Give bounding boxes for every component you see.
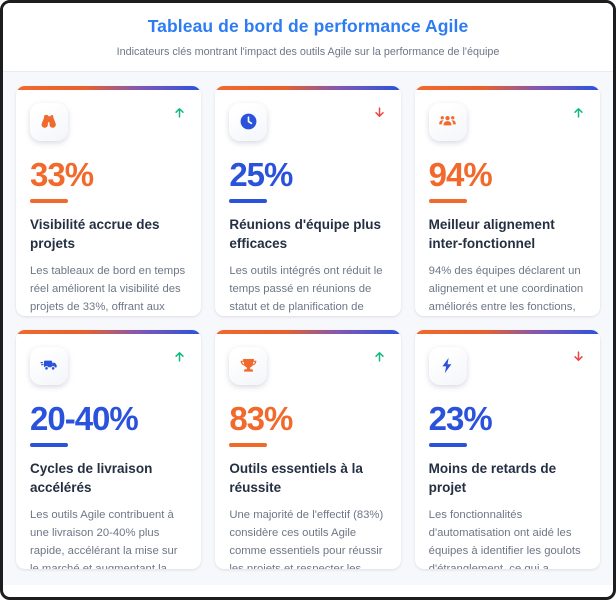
stat-value: 20-40% xyxy=(30,399,139,437)
card-description: Les fonctionnalités d'automatisation ont… xyxy=(428,508,581,569)
card-accent-bar xyxy=(414,85,600,90)
card-title: Visibilité accrue des projets xyxy=(30,216,160,251)
dashboard-header: Tableau de bord de performance Agile Ind… xyxy=(3,3,613,72)
card-title: Meilleur alignement inter-fonctionnel xyxy=(428,216,555,251)
page-title: Tableau de bord de performance Agile xyxy=(147,16,469,36)
stat-underline xyxy=(30,198,68,203)
trend-up-icon xyxy=(372,349,387,364)
card-description: Les outils Agile contribuent à une livra… xyxy=(30,508,178,569)
trend-up-icon xyxy=(571,105,586,120)
clock-icon xyxy=(229,102,268,141)
truck-icon xyxy=(30,346,68,385)
card-title: Moins de retards de projet xyxy=(428,460,557,495)
metric-card-delays: 23% Moins de retards de projet Les fonct… xyxy=(414,329,600,569)
card-accent-bar xyxy=(16,329,202,334)
card-title: Réunions d'équipe plus efficaces xyxy=(229,216,382,251)
stat-underline xyxy=(428,442,467,447)
trend-up-icon xyxy=(172,349,187,364)
metrics-grid: 33% Visibilité accrue des projets Les ta… xyxy=(3,71,613,585)
card-title: Outils essentiels à la réussite xyxy=(229,460,363,495)
card-accent-bar xyxy=(215,329,401,334)
stat-underline xyxy=(428,198,467,203)
stat-value: 33% xyxy=(30,155,94,193)
trend-up-icon xyxy=(172,105,187,120)
stat-underline xyxy=(229,198,268,203)
card-description: Les outils intégrés ont réduit le temps … xyxy=(229,264,383,314)
metric-card-alignment: 94% Meilleur alignement inter-fonctionne… xyxy=(414,85,600,316)
binoculars-icon xyxy=(30,102,68,141)
metric-card-delivery: 20-40% Cycles de livraison accélérés Les… xyxy=(16,329,202,569)
metric-card-meetings: 25% Réunions d'équipe plus efficaces Les… xyxy=(215,85,401,316)
card-accent-bar xyxy=(414,329,600,334)
card-description: Une majorité de l'effectif (83%) considè… xyxy=(229,508,384,569)
metric-card-tools: 83% Outils essentiels à la réussite Une … xyxy=(215,329,401,569)
stat-value: 23% xyxy=(428,399,493,437)
card-accent-bar xyxy=(16,85,202,90)
stat-underline xyxy=(229,442,268,447)
stat-value: 94% xyxy=(428,155,493,193)
trophy-icon xyxy=(229,346,268,385)
card-description: Les tableaux de bord en temps réel améli… xyxy=(30,264,186,314)
users-icon xyxy=(428,102,467,141)
card-title: Cycles de livraison accélérés xyxy=(30,460,153,495)
stat-value: 25% xyxy=(229,155,293,193)
stat-value: 83% xyxy=(229,399,293,437)
trend-down-icon xyxy=(571,349,586,364)
lightning-icon xyxy=(428,346,467,385)
metric-card-visibility: 33% Visibilité accrue des projets Les ta… xyxy=(16,85,202,316)
card-description: 94% des équipes déclarent un alignement … xyxy=(428,264,584,314)
trend-down-icon xyxy=(372,105,387,120)
card-accent-bar xyxy=(215,85,401,90)
page-subtitle: Indicateurs clés montrant l'impact des o… xyxy=(116,46,500,58)
stat-underline xyxy=(30,442,68,447)
